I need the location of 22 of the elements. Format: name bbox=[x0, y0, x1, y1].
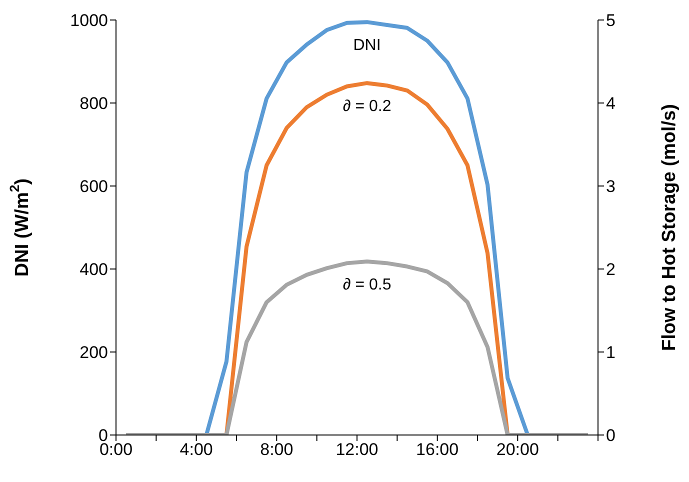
x-tick-label: 16:00 bbox=[416, 440, 459, 460]
x-tick-label: 0:00 bbox=[99, 440, 133, 460]
y2-tick-label: 3 bbox=[606, 177, 616, 196]
series-label: DNI bbox=[353, 37, 381, 54]
y-tick-label: 1000 bbox=[70, 11, 108, 30]
x-tick-label: 4:00 bbox=[180, 440, 213, 460]
line-series bbox=[124, 260, 590, 435]
y-tick-label: 200 bbox=[80, 343, 108, 362]
y2-tick-label: 5 bbox=[606, 11, 616, 30]
y2-tick-label: 4 bbox=[606, 94, 616, 114]
y-tick-label: 400 bbox=[80, 260, 108, 280]
y2-tick-label: 1 bbox=[606, 343, 616, 362]
x-tick-label: 20:00 bbox=[496, 440, 539, 460]
series-label: ∂ = 0.2 bbox=[342, 98, 392, 116]
x-tick-label: 8:00 bbox=[260, 440, 294, 460]
series-label: ∂ = 0.5 bbox=[342, 276, 392, 294]
y-tick-label: 600 bbox=[80, 177, 108, 196]
y2-tick-label: 0 bbox=[606, 426, 616, 446]
y2-axis-title: Flow to Hot Storage (mol/s) bbox=[658, 104, 680, 351]
x-tick-label: 12:00 bbox=[336, 440, 378, 460]
y2-tick-label: 2 bbox=[606, 260, 616, 280]
y-tick-label: 800 bbox=[80, 94, 108, 114]
